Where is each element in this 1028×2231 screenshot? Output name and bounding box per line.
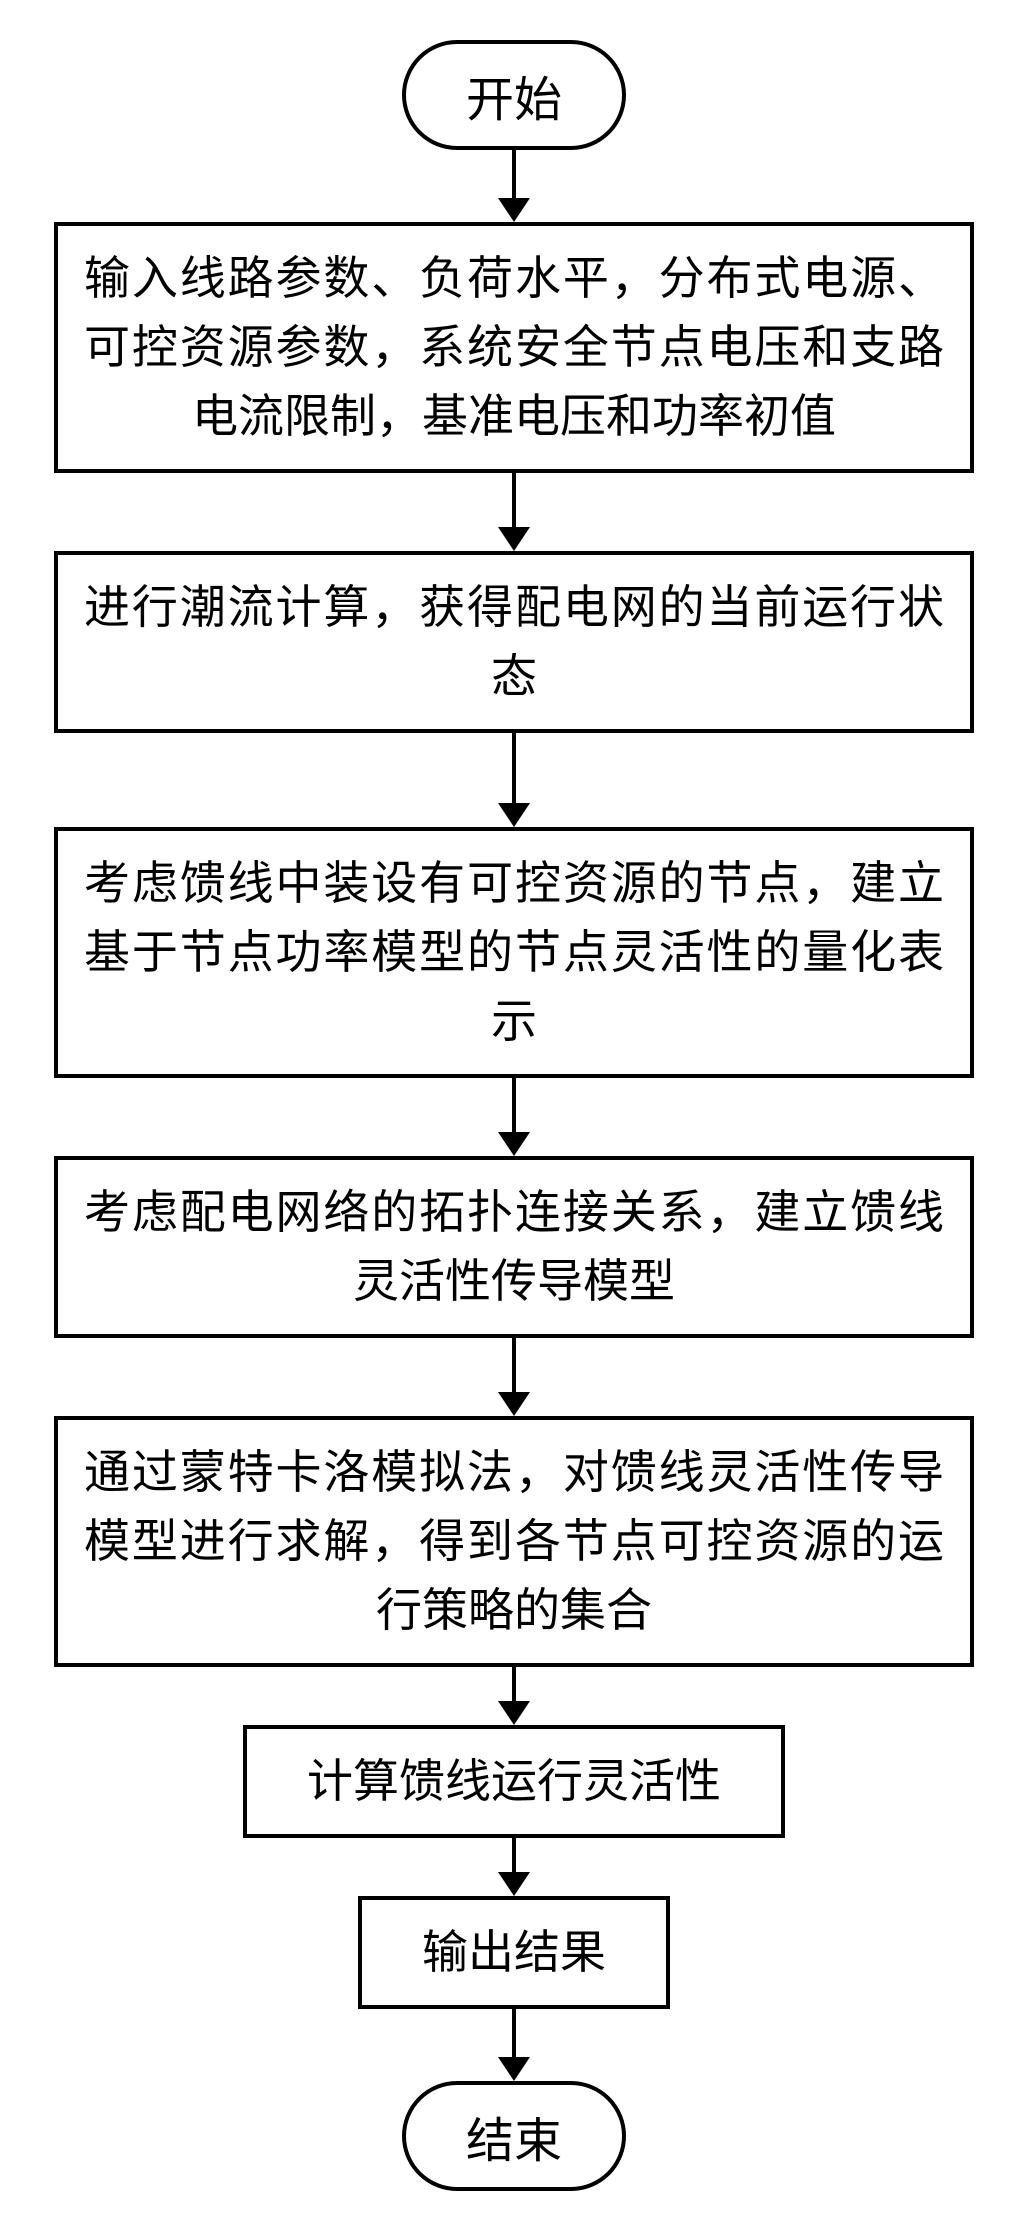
process-step-5: 通过蒙特卡洛模拟法，对馈线灵活性传导模型进行求解，得到各节点可控资源的运行策略的… bbox=[54, 1416, 974, 1667]
arrow-line bbox=[512, 1838, 516, 1874]
process-label: 考虑馈线中装设有可控资源的节点，建立基于节点功率模型的节点灵活性的量化表示 bbox=[84, 858, 944, 1047]
arrow-head-icon bbox=[498, 1872, 530, 1896]
arrow-icon bbox=[498, 2009, 530, 2081]
process-label: 输入线路参数、负荷水平，分布式电源、可控资源参数，系统安全节点电压和支路电流限制… bbox=[84, 253, 944, 442]
arrow-line bbox=[512, 733, 516, 805]
arrow-head-icon bbox=[498, 803, 530, 827]
process-label: 计算馈线运行灵活性 bbox=[307, 1756, 721, 1807]
process-step-2: 进行潮流计算，获得配电网的当前运行状态 bbox=[54, 551, 974, 733]
arrow-head-icon bbox=[498, 1392, 530, 1416]
end-terminator: 结束 bbox=[402, 2081, 626, 2191]
arrow-icon bbox=[498, 150, 530, 222]
arrow-line bbox=[512, 1667, 516, 1703]
arrow-head-icon bbox=[498, 2057, 530, 2081]
process-step-1: 输入线路参数、负荷水平，分布式电源、可控资源参数，系统安全节点电压和支路电流限制… bbox=[54, 222, 974, 473]
arrow-icon bbox=[498, 1838, 530, 1896]
process-step-4: 考虑配电网络的拓扑连接关系，建立馈线灵活性传导模型 bbox=[54, 1156, 974, 1338]
arrow-icon bbox=[498, 473, 530, 551]
arrow-icon bbox=[498, 733, 530, 827]
arrow-head-icon bbox=[498, 198, 530, 222]
process-step-7: 输出结果 bbox=[358, 1896, 670, 2009]
arrow-line bbox=[512, 150, 516, 200]
arrow-icon bbox=[498, 1667, 530, 1725]
end-label: 结束 bbox=[466, 2101, 562, 2171]
flowchart-container: 开始 输入线路参数、负荷水平，分布式电源、可控资源参数，系统安全节点电压和支路电… bbox=[54, 40, 974, 2191]
process-label: 通过蒙特卡洛模拟法，对馈线灵活性传导模型进行求解，得到各节点可控资源的运行策略的… bbox=[84, 1447, 944, 1636]
process-label: 输出结果 bbox=[422, 1927, 606, 1978]
arrow-line bbox=[512, 473, 516, 529]
process-step-3: 考虑馈线中装设有可控资源的节点，建立基于节点功率模型的节点灵活性的量化表示 bbox=[54, 827, 974, 1078]
start-terminator: 开始 bbox=[402, 40, 626, 150]
arrow-icon bbox=[498, 1078, 530, 1156]
arrow-head-icon bbox=[498, 527, 530, 551]
arrow-head-icon bbox=[498, 1132, 530, 1156]
arrow-line bbox=[512, 2009, 516, 2059]
arrow-head-icon bbox=[498, 1701, 530, 1725]
start-label: 开始 bbox=[466, 60, 562, 130]
arrow-line bbox=[512, 1338, 516, 1394]
process-step-6: 计算馈线运行灵活性 bbox=[243, 1725, 785, 1838]
process-label: 进行潮流计算，获得配电网的当前运行状态 bbox=[84, 582, 944, 702]
arrow-icon bbox=[498, 1338, 530, 1416]
process-label: 考虑配电网络的拓扑连接关系，建立馈线灵活性传导模型 bbox=[84, 1187, 944, 1307]
arrow-line bbox=[512, 1078, 516, 1134]
